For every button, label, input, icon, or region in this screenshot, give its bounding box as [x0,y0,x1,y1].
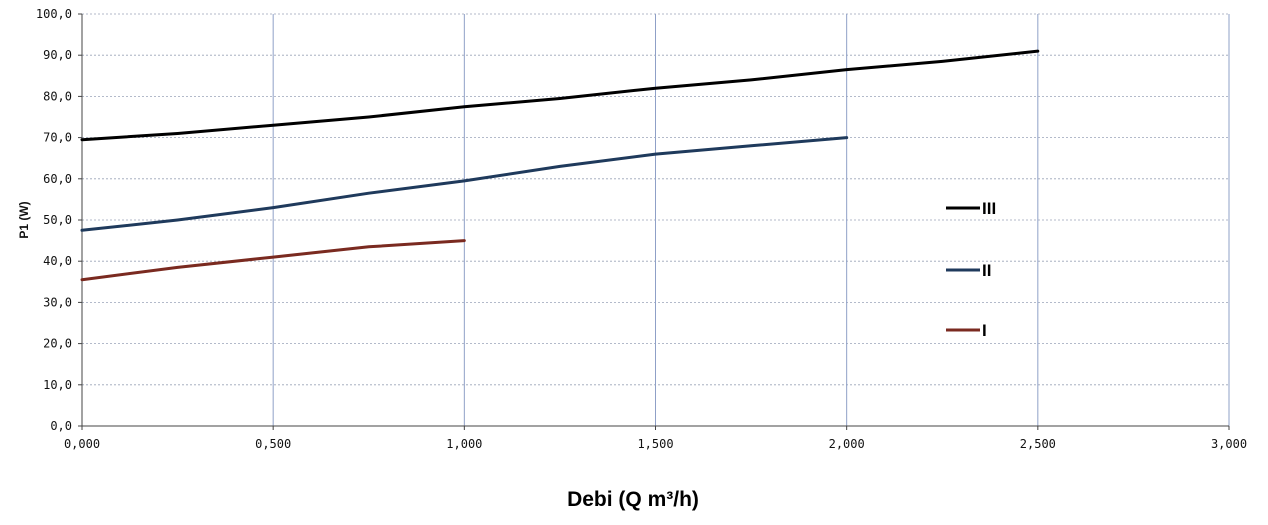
y-tick-label: 60,0 [43,172,72,186]
series-line-II [80,136,849,232]
y-tick-label: 0,0 [50,419,72,433]
x-tick-label: 1,000 [446,437,482,451]
x-tick-label: 3,000 [1211,437,1247,451]
tick-labels: 0,0 10,0 20,0 30,0 40,0 50,0 60,0 70,0 80,0 90,0 1… [36,7,1247,451]
legend-label-I: I [982,321,987,340]
grid [82,13,1230,426]
series-line-III [80,49,1040,142]
x-tick-label: 1,500 [637,437,673,451]
x-tick-label: 2,500 [1020,437,1056,451]
x-tick-label: 0,000 [64,437,100,451]
y-tick-label: 90,0 [43,48,72,62]
series-line-I [80,239,466,282]
y-tick-label: 30,0 [43,295,72,309]
y-tick-label: 40,0 [43,254,72,268]
y-tick-label: 70,0 [43,131,72,145]
legend-label-II: II [982,261,991,280]
y-tick-label: 50,0 [43,213,72,227]
x-axis-title: Debi (Q m³/h) [567,488,699,511]
x-tick-label: 2,000 [829,437,865,451]
y-axis-title: P1 (W) [17,201,31,238]
y-tick-label: 20,0 [43,337,72,351]
legend-label-III: III [982,199,996,218]
series-lines [80,49,1040,282]
y-tick-label: 100,0 [36,7,72,21]
y-tick-label: 80,0 [43,89,72,103]
y-tick-label: 10,0 [43,378,72,392]
x-tick-label: 0,500 [255,437,291,451]
